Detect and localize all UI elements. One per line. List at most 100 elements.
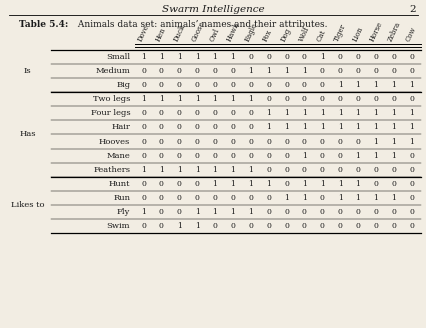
Text: Duck: Duck bbox=[172, 23, 187, 43]
Text: 0: 0 bbox=[355, 208, 360, 216]
Text: 0: 0 bbox=[230, 81, 235, 89]
Text: 0: 0 bbox=[141, 194, 146, 202]
Text: 0: 0 bbox=[158, 81, 164, 89]
Text: Big: Big bbox=[116, 81, 130, 89]
Text: 1: 1 bbox=[390, 123, 395, 132]
Text: 0: 0 bbox=[283, 137, 288, 146]
Text: 1: 1 bbox=[141, 208, 146, 216]
Text: 0: 0 bbox=[355, 53, 360, 61]
Text: 0: 0 bbox=[337, 53, 342, 61]
Text: 1: 1 bbox=[283, 67, 288, 75]
Text: 0: 0 bbox=[319, 95, 324, 103]
Text: 1: 1 bbox=[355, 109, 360, 117]
Text: 0: 0 bbox=[158, 180, 164, 188]
Text: 0: 0 bbox=[141, 109, 146, 117]
Text: 0: 0 bbox=[194, 67, 199, 75]
Text: 0: 0 bbox=[355, 95, 360, 103]
Text: 0: 0 bbox=[141, 137, 146, 146]
Text: 1: 1 bbox=[319, 123, 324, 132]
Text: 1: 1 bbox=[337, 109, 342, 117]
Text: 0: 0 bbox=[194, 180, 199, 188]
Text: 0: 0 bbox=[176, 180, 181, 188]
Text: 1: 1 bbox=[390, 109, 395, 117]
Text: 0: 0 bbox=[408, 152, 413, 160]
Text: Hen: Hen bbox=[154, 26, 167, 43]
Text: 0: 0 bbox=[390, 180, 395, 188]
Text: 0: 0 bbox=[265, 81, 271, 89]
Text: 0: 0 bbox=[390, 95, 395, 103]
Text: 0: 0 bbox=[141, 222, 146, 230]
Text: 0: 0 bbox=[158, 109, 164, 117]
Text: 0: 0 bbox=[390, 67, 395, 75]
Text: 1: 1 bbox=[212, 180, 217, 188]
Text: 0: 0 bbox=[248, 222, 253, 230]
Text: 0: 0 bbox=[265, 53, 271, 61]
Text: 1: 1 bbox=[248, 67, 253, 75]
Text: 1: 1 bbox=[248, 208, 253, 216]
Text: 0: 0 bbox=[265, 152, 271, 160]
Text: 0: 0 bbox=[337, 67, 342, 75]
Text: 0: 0 bbox=[248, 109, 253, 117]
Text: 0: 0 bbox=[337, 137, 342, 146]
Text: 0: 0 bbox=[319, 137, 324, 146]
Text: 0: 0 bbox=[265, 166, 271, 174]
Text: 0: 0 bbox=[337, 95, 342, 103]
Text: 0: 0 bbox=[141, 123, 146, 132]
Text: 0: 0 bbox=[301, 53, 306, 61]
Text: 1: 1 bbox=[337, 180, 342, 188]
Text: 1: 1 bbox=[248, 95, 253, 103]
Text: 1: 1 bbox=[355, 123, 360, 132]
Text: 0: 0 bbox=[248, 194, 253, 202]
Text: 0: 0 bbox=[194, 152, 199, 160]
Text: Zebra: Zebra bbox=[386, 20, 402, 43]
Text: 0: 0 bbox=[230, 137, 235, 146]
Text: 0: 0 bbox=[408, 53, 413, 61]
Text: 0: 0 bbox=[283, 81, 288, 89]
Text: 0: 0 bbox=[390, 166, 395, 174]
Text: 1: 1 bbox=[355, 194, 360, 202]
Text: Swim: Swim bbox=[106, 222, 130, 230]
Text: 0: 0 bbox=[212, 222, 217, 230]
Text: 0: 0 bbox=[176, 123, 181, 132]
Text: Run: Run bbox=[113, 194, 130, 202]
Text: 0: 0 bbox=[301, 137, 306, 146]
Text: Has: Has bbox=[20, 131, 36, 138]
Text: 1: 1 bbox=[283, 194, 288, 202]
Text: 1: 1 bbox=[212, 208, 217, 216]
Text: 0: 0 bbox=[176, 81, 181, 89]
Text: 1: 1 bbox=[390, 194, 395, 202]
Text: 0: 0 bbox=[408, 180, 413, 188]
Text: Owl: Owl bbox=[207, 27, 220, 43]
Text: 1: 1 bbox=[408, 123, 413, 132]
Text: 0: 0 bbox=[283, 166, 288, 174]
Text: 1: 1 bbox=[390, 81, 395, 89]
Text: 0: 0 bbox=[355, 137, 360, 146]
Text: 0: 0 bbox=[194, 81, 199, 89]
Text: 1: 1 bbox=[319, 180, 324, 188]
Text: 1: 1 bbox=[373, 81, 377, 89]
Text: 2: 2 bbox=[409, 5, 415, 14]
Text: 1: 1 bbox=[337, 123, 342, 132]
Text: 0: 0 bbox=[301, 166, 306, 174]
Text: 1: 1 bbox=[390, 137, 395, 146]
Text: 0: 0 bbox=[373, 180, 377, 188]
Text: 0: 0 bbox=[373, 166, 377, 174]
Text: 0: 0 bbox=[265, 208, 271, 216]
Text: 0: 0 bbox=[319, 152, 324, 160]
Text: 0: 0 bbox=[194, 194, 199, 202]
Text: 1: 1 bbox=[408, 81, 413, 89]
Text: 0: 0 bbox=[373, 222, 377, 230]
Text: 1: 1 bbox=[301, 180, 306, 188]
Text: 0: 0 bbox=[141, 152, 146, 160]
Text: 0: 0 bbox=[212, 152, 217, 160]
Text: 1: 1 bbox=[194, 95, 199, 103]
Text: 1: 1 bbox=[141, 166, 146, 174]
Text: Hunt: Hunt bbox=[109, 180, 130, 188]
Text: Dove: Dove bbox=[136, 23, 151, 43]
Text: 1: 1 bbox=[194, 208, 199, 216]
Text: 1: 1 bbox=[301, 67, 306, 75]
Text: 0: 0 bbox=[230, 152, 235, 160]
Text: 0: 0 bbox=[319, 81, 324, 89]
Text: 0: 0 bbox=[337, 166, 342, 174]
Text: Eagle: Eagle bbox=[243, 21, 259, 43]
